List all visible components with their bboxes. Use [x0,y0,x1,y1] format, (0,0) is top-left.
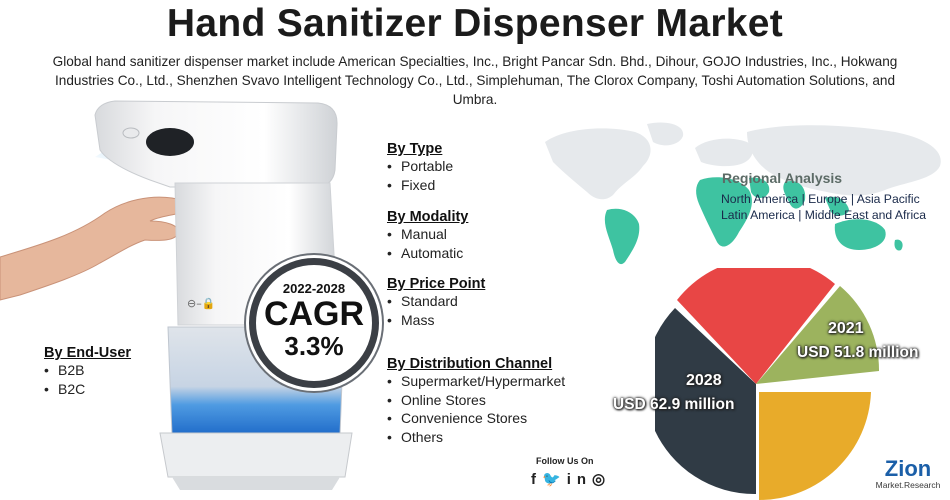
linkedin-icon[interactable]: in [566,471,593,488]
list-item: Convenience Stores [387,409,565,428]
pie-slice-yellow [759,392,871,500]
logo-name: Zion [884,456,932,481]
logo-sub: Market.Research [875,480,941,490]
facebook-icon[interactable]: f [531,471,542,488]
list-item: Manual [387,225,468,244]
list-item: Others [387,428,565,447]
social-icons: f🐦in◎ [531,470,611,488]
segment-distribution: By Distribution Channel Supermarket/Hype… [387,356,565,446]
instagram-icon[interactable]: ◎ [592,471,612,488]
segment-heading: By Distribution Channel [387,356,553,372]
regional-line-2: Latin America | Middle East and Africa [721,208,927,222]
page-title: Hand Sanitizer Dispenser Market [166,2,784,45]
sensor-window [146,128,194,156]
list-item: Automatic [387,244,468,263]
pie-label-2028-year: 2028 [686,372,722,389]
segment-heading: By Modality [387,209,469,225]
list-item: Fixed [387,176,453,195]
zion-logo: Zion Market.Research [870,456,946,491]
twitter-icon[interactable]: 🐦 [542,471,567,488]
list-item: Supermarket/Hypermarket [387,372,565,391]
dispenser-illustration: ⊖–🔒 [0,100,353,490]
pie-slice-red [677,268,835,384]
list-item: Standard [387,292,485,311]
pie-slice-green [756,286,880,384]
segment-heading: By Type [387,141,443,157]
cagr-rate: 3.3% [284,331,344,361]
region-latin-america [604,208,640,265]
world-map [545,122,941,265]
list-item: B2C [44,380,131,399]
segment-modality: By Modality Manual Automatic [387,209,468,262]
segment-price-point: By Price Point Standard Mass [387,276,485,329]
cagr-label: CAGR [263,295,365,333]
pie-label-2021-value: USD 51.8 million [797,344,919,361]
segment-type: By Type Portable Fixed [387,141,453,194]
list-item: Online Stores [387,391,565,410]
segment-end-user: By End-User B2B B2C [44,345,131,398]
cagr-years: 2022-2028 [282,281,346,296]
regional-line-1: North America | Europe | Asia Pacific [721,192,920,206]
segment-heading: By Price Point [387,276,486,292]
svg-text:⊖–🔒: ⊖–🔒 [187,297,215,310]
hand-shape [0,196,188,301]
regional-title: Regional Analysis [722,170,843,186]
list-item: B2B [44,361,131,380]
region-australia [834,219,886,250]
cagr-badge: 2022-2028 CAGR 3.3% [249,258,379,388]
market-pie [655,268,880,500]
follow-us-label: Follow Us On [536,456,594,466]
pie-label-2021-year: 2021 [828,320,864,337]
region-africa [696,177,752,247]
pie-slice-dark [655,308,756,495]
list-item: Mass [387,311,485,330]
list-item: Portable [387,157,453,176]
pie-label-2028-value: USD 62.9 million [613,396,735,413]
intro-text: Global hand sanitizer dispenser market i… [52,54,898,107]
segment-heading: By End-User [44,345,132,361]
